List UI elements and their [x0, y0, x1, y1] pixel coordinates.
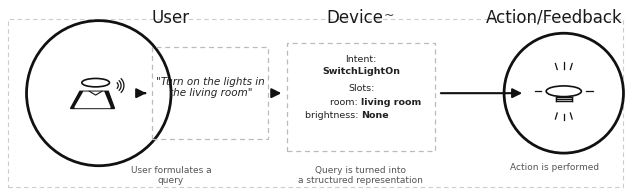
Polygon shape	[70, 91, 115, 108]
Text: Query is turned into
a structured representation: Query is turned into a structured repres…	[298, 166, 423, 185]
Ellipse shape	[504, 33, 623, 153]
Circle shape	[546, 86, 581, 97]
Text: Slots:: Slots:	[348, 84, 374, 93]
Text: Device: Device	[326, 9, 383, 27]
Text: None: None	[361, 111, 388, 120]
Text: brightness:: brightness:	[305, 111, 361, 120]
Polygon shape	[75, 92, 110, 107]
Text: Intent:: Intent:	[346, 55, 377, 64]
Text: Action is performed: Action is performed	[510, 163, 599, 172]
Text: room:: room:	[330, 98, 361, 107]
Circle shape	[82, 78, 109, 87]
Text: User formulates a
query: User formulates a query	[131, 166, 211, 185]
Text: living room: living room	[361, 98, 421, 107]
Text: User: User	[152, 9, 190, 27]
Ellipse shape	[26, 21, 171, 166]
Text: Action/Feedback: Action/Feedback	[486, 9, 623, 27]
Text: "Turn on the lights in
the living room": "Turn on the lights in the living room"	[156, 77, 265, 98]
Text: ~: ~	[384, 9, 394, 22]
Text: SwitchLightOn: SwitchLightOn	[322, 67, 400, 76]
